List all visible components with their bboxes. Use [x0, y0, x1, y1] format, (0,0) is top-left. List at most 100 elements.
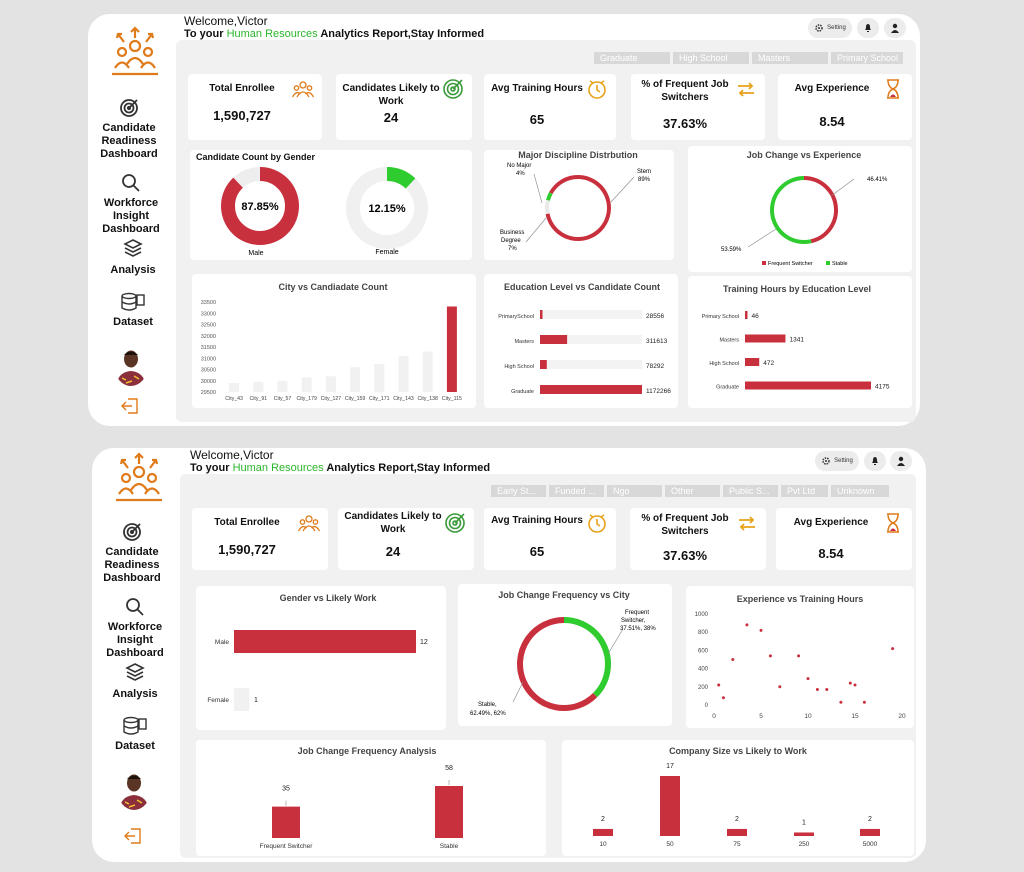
welcome-text: Welcome,Victor	[184, 14, 268, 28]
y-tick-label: 32000	[201, 334, 216, 340]
scatter-point	[778, 685, 782, 689]
female-pct-label: 12.15%	[368, 203, 406, 215]
subtitle-highlight: Human Resources	[226, 28, 318, 40]
welcome-header: Welcome,Victor To your Human Resources A…	[190, 449, 510, 475]
nomajor-pct: 4%	[516, 171, 525, 177]
nav-candidate-readiness[interactable]: Candidate Readiness Dashboard	[96, 98, 162, 161]
slicer-button[interactable]: Public S...	[723, 485, 778, 497]
slicer-button[interactable]: Pvt Ltd	[781, 485, 828, 497]
jobcity-donut-chart: Job Change Frequency vs City Frequent Sw…	[470, 590, 656, 717]
value-label: 2	[868, 816, 872, 823]
x-tick-label: 5000	[863, 841, 878, 848]
kpi-value: 1,590,727	[213, 108, 271, 123]
target-icon	[445, 513, 465, 533]
jobchange-donut-chart: Job Change vs Experience 46.41% 53.59% F…	[721, 150, 888, 267]
chart-title: City vs Candiadate Count	[278, 282, 387, 292]
slicer-button[interactable]: Ngo	[607, 485, 662, 497]
profile-button[interactable]	[890, 451, 912, 471]
notification-button[interactable]	[864, 451, 886, 471]
nav-label: Dataset	[115, 740, 155, 752]
kpi-card: Total Enrollee 1,590,727	[188, 74, 322, 140]
kpi-icon-wrap	[882, 78, 904, 105]
slicer-button[interactable]: Graduate	[594, 52, 670, 64]
setting-button[interactable]: Setting	[815, 451, 859, 471]
subtitle-text: Analytics Report,Stay Informed	[317, 28, 485, 40]
bar	[272, 806, 300, 838]
subtitle-text: Analytics Report,Stay Informed	[323, 462, 491, 474]
male-label: Male	[248, 250, 263, 257]
profile-button[interactable]	[884, 18, 906, 38]
value-label: 1	[254, 697, 258, 704]
y-tick-label: 29500	[201, 390, 216, 396]
notification-button[interactable]	[857, 18, 879, 38]
target-icon	[123, 523, 141, 541]
bar	[794, 832, 814, 836]
nav-workforce-insight[interactable]: Workforce Insight Dashboard	[90, 173, 172, 236]
female-donut-arc	[346, 167, 428, 249]
slicer-button[interactable]: Funded ...	[549, 485, 604, 497]
kpi-title: Avg Training Hours	[491, 83, 583, 94]
stable-label: Stable,	[478, 702, 497, 708]
bar	[234, 688, 250, 711]
logout-icon[interactable]	[123, 826, 143, 846]
nav-analysis[interactable]: Analysis	[100, 238, 166, 277]
category-label: High School	[709, 361, 739, 367]
x-tick-label: 20	[898, 713, 906, 720]
leader-line	[610, 176, 635, 203]
kpi-title: Total Enrollee	[214, 517, 280, 528]
kpi-card: Avg Training Hours 65	[484, 508, 616, 570]
slicer-button[interactable]: Masters	[752, 52, 828, 64]
category-label: Masters	[514, 339, 534, 345]
nav-label: Candidate Readiness Dashboard	[103, 546, 161, 584]
avatar[interactable]	[114, 344, 148, 386]
slicer-button[interactable]: Primary School	[831, 52, 903, 64]
nav-dataset[interactable]: Dataset	[100, 292, 166, 329]
x-tick-label: City_143	[393, 396, 414, 402]
target-icon	[120, 99, 138, 117]
subtitle-text: To your	[190, 462, 233, 474]
scatter-point	[853, 683, 857, 687]
avatar[interactable]	[117, 768, 151, 810]
category-label: Masters	[719, 338, 739, 344]
category-label: Graduate	[511, 389, 534, 395]
business-pct: 7%	[508, 246, 517, 252]
slicer-button[interactable]: Other	[665, 485, 720, 497]
nav-workforce-insight[interactable]: Workforce Insight Dashboard	[93, 597, 177, 660]
jobcity-arcs	[517, 617, 611, 711]
chart-title: Training Hours by Education Level	[723, 284, 871, 294]
slicer-button[interactable]: Unknown	[831, 485, 889, 497]
logout-icon[interactable]	[120, 396, 140, 416]
category-label: Female	[207, 697, 229, 704]
kpi-title: Candidates Likely to Work	[344, 511, 442, 535]
scatter-point	[768, 654, 772, 658]
nav-label: Workforce Insight Dashboard	[102, 197, 160, 235]
nav-dataset[interactable]: Dataset	[102, 716, 168, 753]
setting-button[interactable]: Setting	[808, 18, 852, 38]
top-pct-label: 46.41%	[867, 177, 888, 183]
hr-logo-icon	[112, 26, 158, 76]
user-icon	[897, 456, 905, 466]
training-bar-chart: Training Hours by Education Level Primar…	[702, 284, 890, 391]
city-bar	[374, 363, 385, 392]
slicer-button[interactable]: Early St...	[491, 485, 546, 497]
bar	[727, 828, 747, 836]
bell-icon	[872, 457, 878, 465]
nav-analysis[interactable]: Analysis	[102, 662, 168, 701]
bar	[540, 310, 543, 319]
x-tick-label: City_127	[321, 396, 342, 402]
slicer-button[interactable]: High School	[673, 52, 749, 64]
kpi-icon-wrap	[291, 78, 315, 105]
value-label: 2	[735, 816, 739, 823]
kpi-value: 65	[529, 112, 545, 127]
value-label: 1	[802, 819, 806, 826]
search-icon	[126, 598, 144, 616]
database-icon	[121, 292, 145, 311]
discipline-arcs	[545, 175, 611, 241]
male-donut-arc	[221, 167, 299, 245]
chart-title: Major Discipline Distrbution	[518, 150, 638, 160]
hr-logo-icon	[116, 452, 162, 502]
kpi-icon-wrap	[736, 512, 758, 539]
kpi-card: Total Enrollee 1,590,727	[192, 508, 328, 570]
kpi-title: % of Frequent Job Switchers	[641, 513, 729, 537]
nav-candidate-readiness[interactable]: Candidate Readiness Dashboard	[99, 522, 165, 585]
